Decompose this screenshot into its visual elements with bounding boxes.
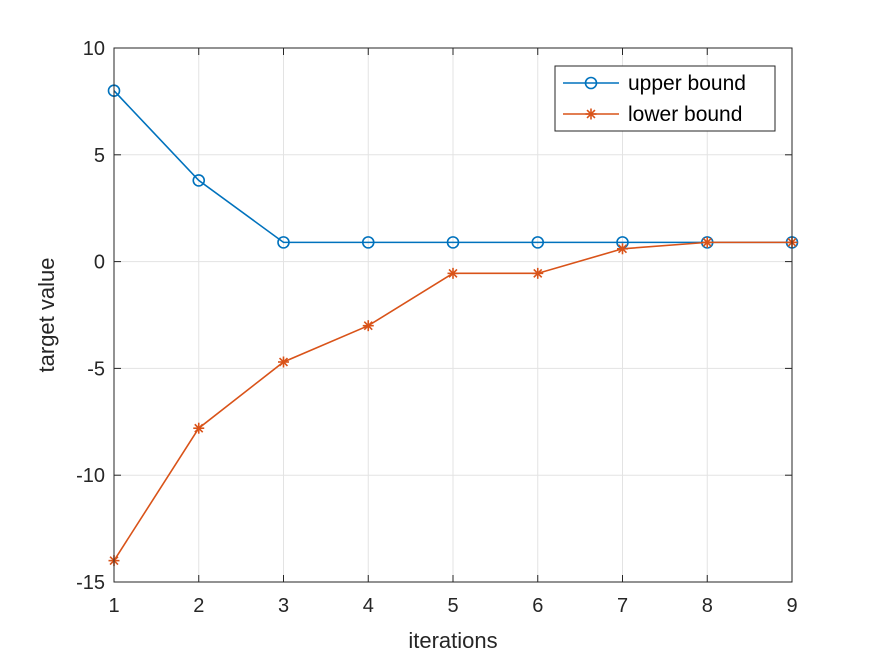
- data-point: [447, 267, 459, 279]
- legend-item: upper bound: [563, 72, 746, 95]
- y-tick-label: -5: [87, 358, 105, 380]
- series-lower-bound: [108, 236, 798, 567]
- data-point: [701, 236, 713, 248]
- y-tick-label: -10: [76, 465, 105, 487]
- x-tick-label: 2: [193, 595, 204, 617]
- data-point: [361, 236, 375, 249]
- grid-lines: [113, 47, 793, 583]
- data-point: [532, 267, 544, 279]
- series-line: [113, 90, 792, 244]
- y-tick-label: 0: [94, 252, 105, 274]
- y-tick-label: 10: [83, 38, 105, 60]
- x-tick-label: 8: [702, 595, 713, 617]
- y-tick-label: -15: [76, 572, 105, 594]
- x-tick-label: 1: [108, 595, 119, 617]
- data-point: [362, 320, 374, 332]
- legend-label: lower bound: [628, 103, 742, 126]
- x-tick-label: 6: [532, 595, 543, 617]
- legend-item: lower bound: [563, 103, 742, 126]
- x-tick-label: 3: [278, 595, 289, 617]
- x-tick-label: 7: [617, 595, 628, 617]
- axis-ticks: 1 2 3 4 5 6 7 8 9 -15 -10 -5 0 5 10: [76, 38, 797, 617]
- x-tick-label: 4: [363, 595, 374, 617]
- data-point: [192, 174, 206, 187]
- y-tick-label: 5: [94, 145, 105, 167]
- y-axis-label: target value: [34, 258, 59, 373]
- legend-label: upper bound: [628, 72, 746, 95]
- data-point: [617, 243, 628, 255]
- data-point: [531, 236, 545, 249]
- data-point: [193, 422, 205, 434]
- legend-marker: [584, 76, 598, 90]
- x-tick-label: 9: [786, 595, 797, 617]
- legend-marker: [585, 108, 597, 120]
- legend: upper bound lower bound: [554, 65, 776, 132]
- x-tick-label: 5: [447, 595, 458, 617]
- data-point: [277, 236, 290, 249]
- x-axis-label: iterations: [408, 628, 497, 653]
- data-point: [446, 236, 460, 249]
- data-point: [278, 356, 289, 368]
